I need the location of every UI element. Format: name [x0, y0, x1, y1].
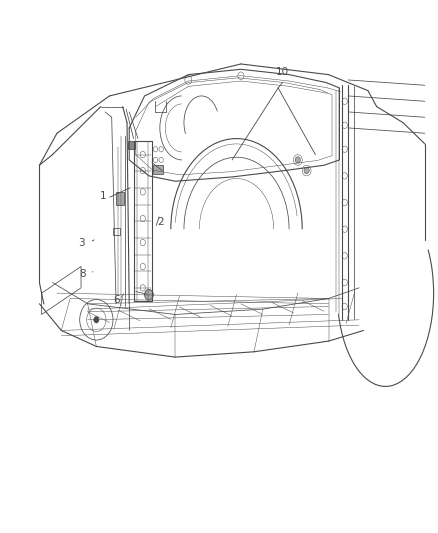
Circle shape: [145, 289, 153, 300]
Text: 1: 1: [99, 191, 106, 201]
Circle shape: [94, 317, 99, 323]
Bar: [153, 165, 163, 174]
Text: 3: 3: [78, 238, 85, 247]
Circle shape: [304, 167, 309, 174]
Bar: [113, 228, 120, 235]
Circle shape: [295, 157, 300, 163]
Text: 6: 6: [113, 295, 120, 304]
Bar: [116, 192, 124, 205]
Bar: [128, 141, 135, 149]
Text: 8: 8: [79, 270, 86, 279]
Text: 10: 10: [276, 67, 289, 77]
Text: 2: 2: [158, 216, 164, 227]
